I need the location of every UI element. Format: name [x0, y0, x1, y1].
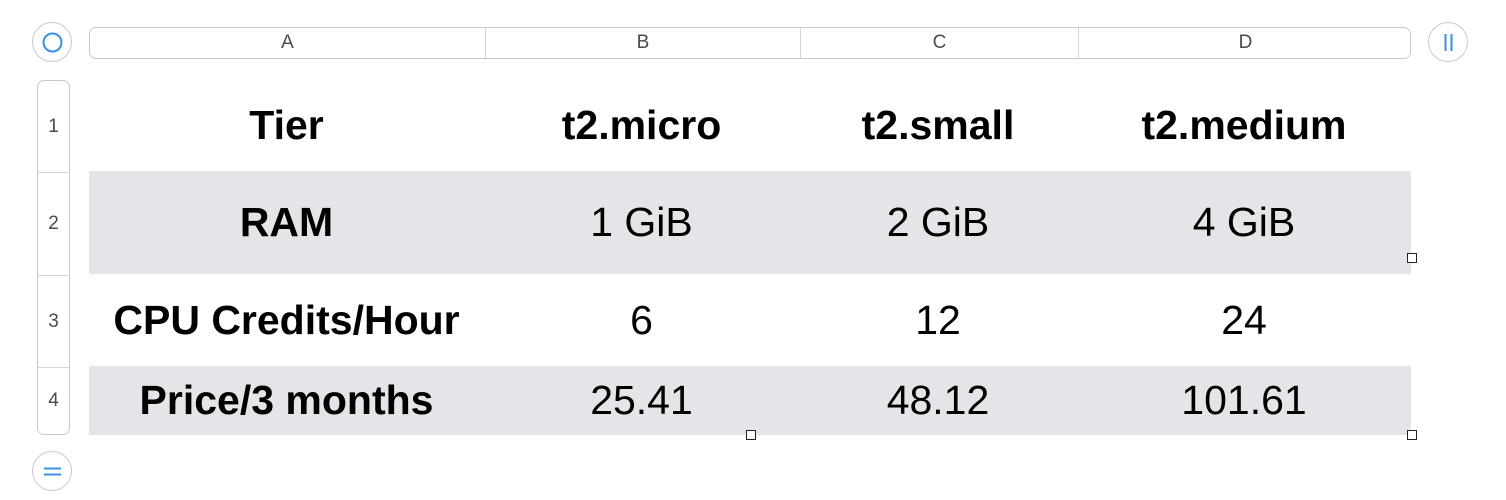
table-row: RAM 1 GiB 2 GiB 4 GiB: [89, 171, 1411, 274]
cell-b4[interactable]: 25.41: [590, 377, 693, 423]
row-header-bar: 1 2 3 4: [37, 80, 70, 435]
column-header-d[interactable]: D: [1078, 28, 1410, 58]
column-header-a[interactable]: A: [281, 32, 294, 53]
cell-c4[interactable]: 48.12: [886, 377, 990, 423]
cell-b2[interactable]: 1 GiB: [590, 199, 693, 245]
column-header-c[interactable]: C: [800, 28, 1078, 58]
cell-b1[interactable]: t2.micro: [561, 102, 722, 148]
cell-c2[interactable]: 2 GiB: [886, 199, 990, 245]
cell-a4[interactable]: Price/3 months: [139, 377, 434, 423]
cell-d1[interactable]: t2.medium: [1141, 102, 1347, 148]
row-header-4[interactable]: 4: [38, 367, 69, 434]
cell-d4[interactable]: 101.61: [1181, 377, 1307, 423]
cell-a1[interactable]: Tier: [249, 102, 324, 148]
add-rows-button[interactable]: [32, 451, 72, 491]
cell-d3[interactable]: 24: [1221, 296, 1267, 343]
circle-icon: [42, 32, 63, 53]
double-bar-icon: [1444, 34, 1453, 51]
row-header-1[interactable]: 1: [48, 115, 59, 137]
resize-handle-bottom[interactable]: [746, 430, 756, 440]
resize-handle-right[interactable]: [1407, 253, 1417, 263]
row-header-2[interactable]: 2: [38, 172, 69, 275]
cell-a2[interactable]: RAM: [239, 199, 334, 245]
table-row: Price/3 months 25.41 48.12 101.61: [89, 366, 1411, 435]
table-row: Tier t2.micro t2.small t2.medium: [89, 80, 1411, 171]
resize-handle-corner[interactable]: [1407, 430, 1417, 440]
cell-c3[interactable]: 12: [915, 296, 961, 343]
cell-c1[interactable]: t2.small: [861, 102, 1015, 148]
column-header-bar: A B C D: [89, 27, 1411, 59]
table-row: CPU Credits/Hour 6 12 24: [89, 274, 1411, 366]
equals-icon: [44, 467, 61, 476]
cell-d2[interactable]: 4 GiB: [1192, 199, 1296, 245]
column-header-b[interactable]: B: [485, 28, 800, 58]
row-header-3[interactable]: 3: [38, 275, 69, 367]
add-columns-button[interactable]: [1428, 22, 1468, 62]
cell-a3[interactable]: CPU Credits/Hour: [113, 296, 460, 343]
select-all-button[interactable]: [32, 22, 72, 62]
cell-b3[interactable]: 6: [630, 296, 653, 343]
